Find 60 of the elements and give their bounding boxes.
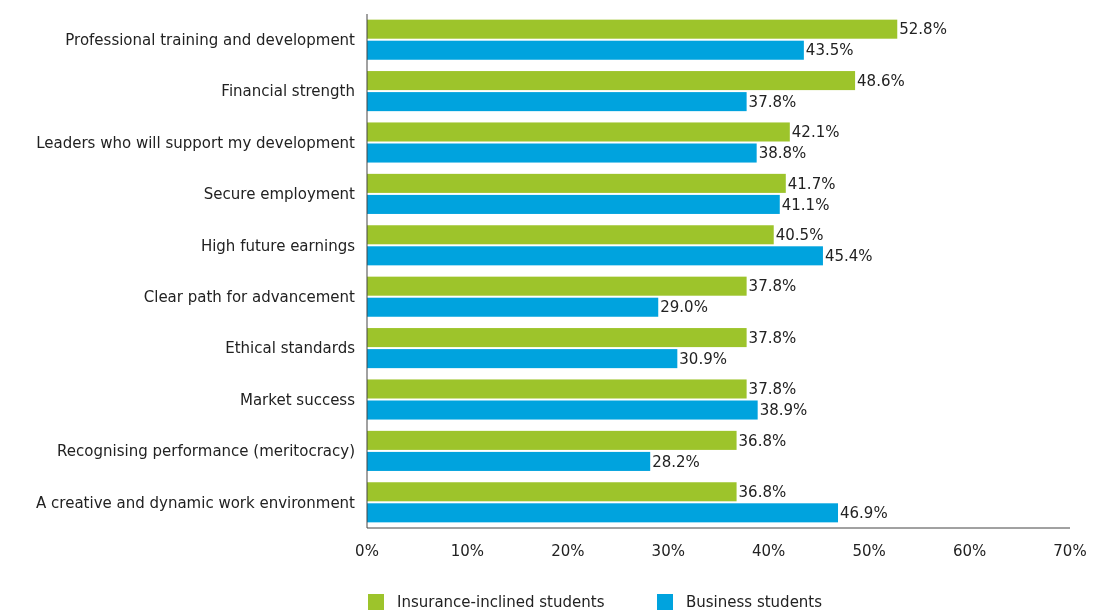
bar	[367, 225, 774, 245]
bar	[367, 400, 758, 420]
data-label: 41.1%	[781, 195, 830, 214]
data-label: 36.8%	[738, 483, 787, 502]
data-label: 46.9%	[840, 504, 888, 523]
x-tick-label: 60%	[952, 542, 987, 560]
x-tick-label: 10%	[450, 542, 485, 560]
y-tick-label: A creative and dynamic work environment	[36, 493, 356, 512]
y-tick-label: Clear path for advancement	[143, 287, 356, 306]
x-tick-label: 0%	[355, 542, 379, 560]
bar	[367, 482, 737, 502]
bar	[367, 143, 757, 163]
y-tick-label: Secure employment	[203, 185, 356, 204]
x-tick-label: 20%	[551, 542, 585, 560]
data-label: 40.5%	[775, 226, 824, 245]
data-label: 41.7%	[787, 174, 836, 193]
x-tick-label: 50%	[852, 542, 886, 560]
bar	[367, 194, 780, 214]
bar	[367, 276, 747, 296]
data-label: 38.8%	[758, 144, 807, 163]
data-label: 37.8%	[748, 380, 797, 399]
data-label: 43.5%	[805, 41, 854, 60]
bar	[367, 173, 786, 193]
y-tick-label: Financial strength	[221, 82, 355, 101]
y-tick-label: Professional training and development	[65, 30, 356, 49]
data-label: 37.8%	[748, 92, 797, 111]
x-tick-label: 30%	[651, 542, 685, 560]
bar	[367, 379, 747, 399]
bar	[367, 71, 856, 91]
x-tick-label: 40%	[752, 542, 786, 560]
bar	[367, 349, 678, 369]
bar	[367, 430, 737, 450]
data-label: 37.8%	[748, 277, 797, 296]
bar	[367, 297, 659, 317]
data-label: 48.6%	[857, 71, 905, 90]
y-tick-label: Leaders who will support my development	[36, 133, 356, 152]
x-tick-label: 70%	[1053, 542, 1087, 560]
y-tick-label: Ethical standards	[225, 339, 356, 358]
y-tick-label: Market success	[239, 390, 356, 409]
data-label: 42.1%	[791, 123, 840, 142]
y-tick-label: High future earnings	[200, 236, 356, 255]
bar	[367, 451, 651, 471]
legend-label: Insurance-inclined students	[397, 593, 605, 611]
data-label: 36.8%	[738, 431, 787, 450]
legend-label: Business students	[686, 593, 823, 611]
bar	[367, 503, 839, 523]
bar	[367, 92, 747, 112]
bar	[367, 328, 747, 348]
bar	[367, 122, 790, 142]
y-tick-label: Recognising performance (meritocracy)	[57, 442, 355, 461]
bar	[367, 19, 898, 39]
data-label: 28.2%	[652, 452, 700, 471]
bar	[367, 246, 823, 266]
bar	[367, 40, 804, 60]
data-label: 30.9%	[679, 349, 727, 368]
data-label: 52.8%	[899, 20, 947, 39]
data-label: 37.8%	[748, 328, 797, 347]
data-label: 29.0%	[660, 298, 708, 317]
data-label: 45.4%	[824, 247, 873, 266]
data-label: 38.9%	[759, 401, 808, 420]
